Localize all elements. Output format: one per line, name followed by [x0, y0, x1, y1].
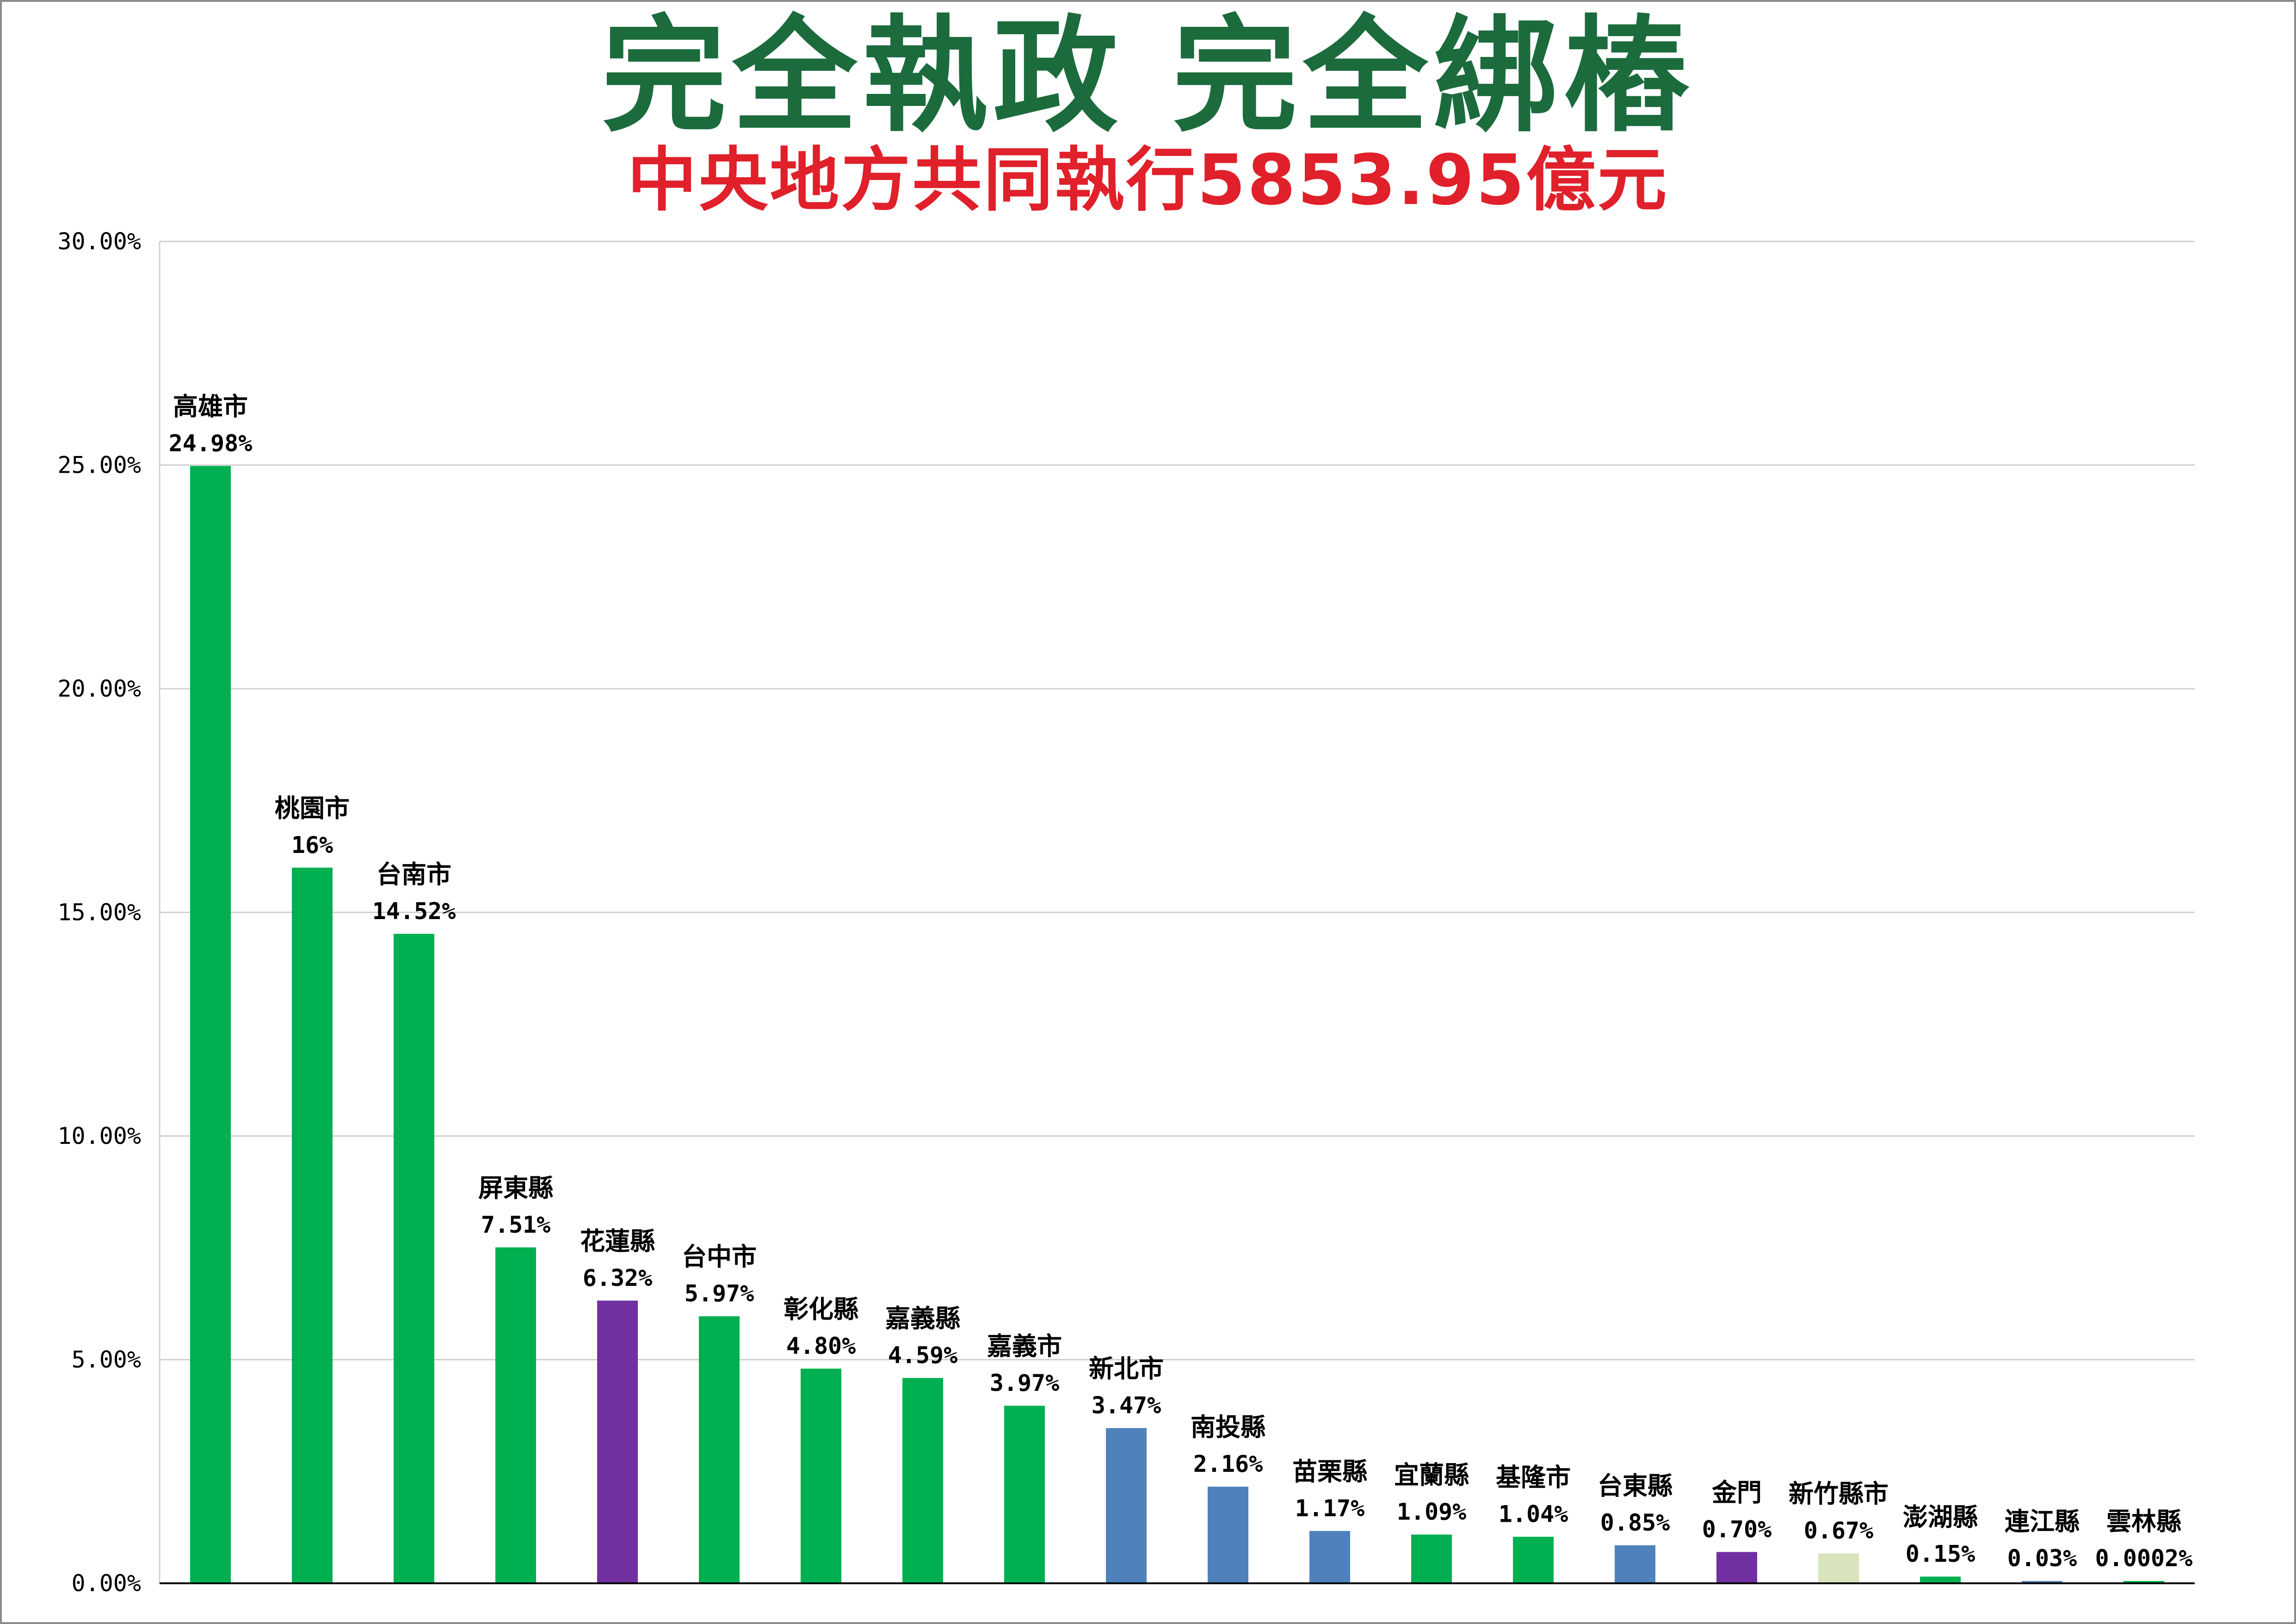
- bar-category-label: 連江縣: [2005, 1507, 2080, 1536]
- bar-category-label: 南投縣: [1191, 1413, 1265, 1442]
- bar-value-label: 7.51%: [481, 1211, 551, 1238]
- bar-15: [1615, 1545, 1655, 1583]
- bar-16: [1716, 1552, 1757, 1583]
- y-tick-label: 15.00%: [57, 899, 141, 926]
- bar-category-label: 彰化縣: [784, 1295, 858, 1324]
- bar-10: [1106, 1428, 1147, 1583]
- bar-value-label: 4.59%: [888, 1342, 958, 1369]
- bar-category-label: 嘉義市: [987, 1332, 1062, 1361]
- chart-subtitle: 中央地方共同執行5853.95億元: [627, 140, 1669, 221]
- bar-category-label: 新北市: [1089, 1354, 1164, 1383]
- bar-12: [1309, 1531, 1350, 1583]
- bar-category-label: 屏東縣: [478, 1173, 553, 1203]
- bar-11: [1208, 1487, 1248, 1583]
- bar-category-label: 宜蘭縣: [1394, 1461, 1469, 1490]
- bar-value-label: 1.09%: [1397, 1499, 1467, 1525]
- y-tick-label: 0.00%: [71, 1570, 141, 1597]
- bar-value-label: 0.15%: [1906, 1540, 1975, 1567]
- bar-value-label: 1.04%: [1499, 1501, 1568, 1527]
- bar-value-label: 14.52%: [372, 898, 456, 925]
- bar-value-label: 5.97%: [685, 1280, 754, 1307]
- bar-labels: 高雄市 24.98% 桃園市 16% 台南市 14.52% 屏東縣 7.51% 花蓮縣 6.32%…: [169, 392, 2193, 1572]
- y-tick-label: 10.00%: [57, 1123, 141, 1149]
- bar-1: [190, 466, 231, 1583]
- bar-category-label: 澎湖縣: [1903, 1502, 1978, 1531]
- bar-value-label: 0.70%: [1702, 1516, 1772, 1543]
- bar-18: [1920, 1576, 1961, 1583]
- y-tick-label: 20.00%: [57, 675, 141, 702]
- bar-value-label: 3.47%: [1092, 1392, 1161, 1419]
- bar-category-label: 苗栗縣: [1292, 1457, 1367, 1486]
- bar-4: [495, 1247, 536, 1583]
- bar-3: [394, 933, 434, 1583]
- bar-13: [1411, 1534, 1452, 1583]
- bar-value-label: 0.0002%: [2095, 1545, 2193, 1572]
- bar-value-label: 24.98%: [169, 430, 253, 457]
- bar-9: [1004, 1406, 1045, 1583]
- bar-value-label: 2.16%: [1193, 1451, 1263, 1477]
- bars: [190, 466, 2164, 1583]
- bar-category-label: 基隆市: [1496, 1463, 1571, 1492]
- bar-value-label: 1.17%: [1295, 1495, 1365, 1522]
- gridlines: [159, 241, 2195, 1583]
- y-tick-label: 25.00%: [57, 452, 141, 479]
- bar-14: [1513, 1537, 1554, 1583]
- y-axis-ticks: 0.00% 5.00% 10.00% 15.00% 20.00% 25.00% 30.00%: [57, 228, 141, 1597]
- bar-category-label: 雲林縣: [2106, 1507, 2181, 1536]
- bar-category-label: 台南市: [376, 860, 451, 889]
- bar-category-label: 高雄市: [173, 392, 248, 421]
- bar-category-label: 嘉義縣: [885, 1304, 960, 1333]
- bar-7: [801, 1368, 841, 1583]
- bar-value-label: 0.67%: [1804, 1517, 1874, 1544]
- bar-20: [2123, 1581, 2164, 1583]
- bar-category-label: 桃園市: [275, 794, 350, 823]
- bar-value-label: 16%: [291, 832, 333, 858]
- bar-value-label: 0.85%: [1600, 1509, 1670, 1536]
- bar-19: [2022, 1581, 2062, 1583]
- bar-category-label: 新竹縣市: [1789, 1479, 1889, 1508]
- bar-17: [1818, 1553, 1859, 1583]
- bar-8: [902, 1378, 943, 1583]
- bar-5: [597, 1300, 638, 1583]
- bar-value-label: 3.97%: [990, 1370, 1060, 1396]
- bar-2: [292, 867, 333, 1583]
- bar-category-label: 台中市: [682, 1242, 757, 1272]
- chart-title: 完全執政 完全綁樁: [602, 3, 1694, 149]
- y-tick-label: 30.00%: [57, 228, 141, 255]
- bar-6: [699, 1316, 740, 1583]
- bar-value-label: 0.03%: [2007, 1545, 2077, 1572]
- bar-category-label: 台東縣: [1598, 1471, 1673, 1501]
- bar-value-label: 6.32%: [583, 1265, 653, 1291]
- y-tick-label: 5.00%: [71, 1346, 141, 1373]
- bar-category-label: 金門: [1711, 1478, 1762, 1507]
- bar-value-label: 4.80%: [786, 1333, 856, 1359]
- bar-category-label: 花蓮縣: [580, 1227, 655, 1256]
